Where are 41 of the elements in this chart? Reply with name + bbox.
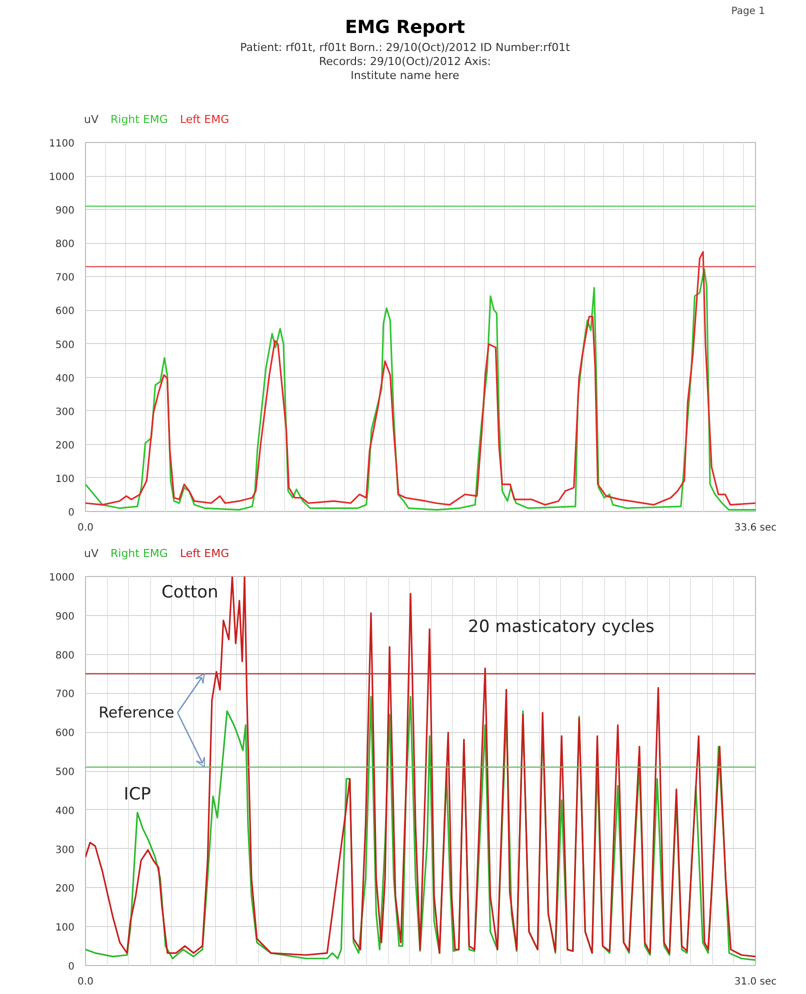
y-tick-label: 900 <box>55 611 75 622</box>
text: Page 1 <box>731 6 765 17</box>
y-tick-label: 500 <box>55 340 75 351</box>
y-tick-label: 0 <box>68 508 75 518</box>
annotation: 20 masticatory cycles <box>468 617 655 638</box>
text: Left EMG <box>180 113 230 126</box>
y-tick-label: 600 <box>55 306 75 318</box>
y-axis-title: uV <box>84 547 98 560</box>
y-tick-label: 200 <box>55 440 75 452</box>
y-tick-label: 700 <box>55 689 75 700</box>
chart-subtitle: Patient: rf01t, rf01t Born.: 29/10(Oct)/2012 ID Number:rf01t Records: 29/10(Oct)/2012 Axis: Institute name here <box>239 40 571 83</box>
chart-title: EMG Report <box>344 16 466 40</box>
y-axis-title: uV <box>84 113 98 126</box>
x-tick-label: 0.0 <box>78 522 94 534</box>
x-tick-label: 31.0 sec <box>734 976 777 988</box>
annotation: Reference <box>98 704 174 722</box>
y-tick-label: 500 <box>55 767 75 778</box>
x-tick-label: 0.0 <box>78 976 94 988</box>
y-tick-label: 700 <box>55 272 75 284</box>
y-tick-label: 800 <box>55 239 75 250</box>
series-label: Left EMG <box>180 547 230 560</box>
y-tick-label: 600 <box>55 728 75 740</box>
y-tick-label: 0 <box>68 962 75 972</box>
x-tick-label: 33.6 sec <box>734 522 777 534</box>
y-tick-label: 100 <box>55 922 75 934</box>
line-series <box>86 576 756 958</box>
y-tick-label: 1000 <box>49 172 75 184</box>
text: Right EMG <box>110 113 168 126</box>
y-tick-label: 300 <box>55 406 75 418</box>
y-tick-label: 400 <box>55 806 75 817</box>
y-tick-label: 800 <box>55 650 75 662</box>
y-tick-label: 1000 <box>49 572 75 584</box>
annotation: Cotton <box>161 582 218 602</box>
text: Right EMG <box>110 547 168 560</box>
y-tick-label: 100 <box>55 474 75 485</box>
y-tick-label: 200 <box>55 884 75 895</box>
y-tick-label: 900 <box>55 206 75 217</box>
y-tick-label: 300 <box>55 844 75 856</box>
annotation: ICP <box>124 784 151 805</box>
y-tick-label: 400 <box>55 373 75 384</box>
y-tick-label: 1100 <box>49 138 75 150</box>
